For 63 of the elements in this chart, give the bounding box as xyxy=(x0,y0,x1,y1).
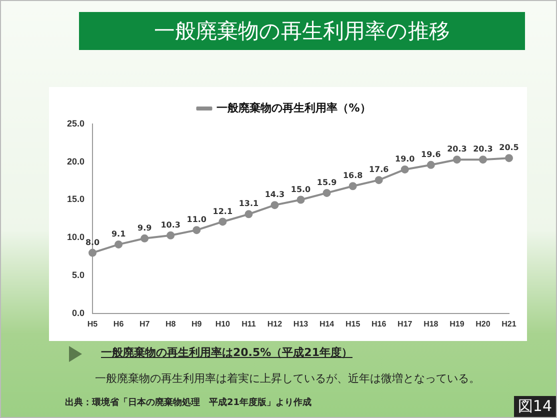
y-tick-label: 15.0 xyxy=(66,194,85,204)
y-tick-label: 5.0 xyxy=(72,270,85,280)
x-tick-label: H5 xyxy=(87,319,98,328)
x-tick-label: H15 xyxy=(345,319,361,328)
y-tick-label: 25.0 xyxy=(66,118,85,128)
data-label: 17.6 xyxy=(368,165,390,174)
x-tick-label: H6 xyxy=(113,319,124,328)
x-tick-label: H9 xyxy=(192,319,202,328)
point xyxy=(400,165,409,174)
data-label: 9.1 xyxy=(111,230,126,239)
data-label: 14.3 xyxy=(264,190,285,200)
x-tick-label: H10 xyxy=(215,319,231,328)
point xyxy=(478,156,487,164)
point xyxy=(452,156,461,164)
data-label: 20.5 xyxy=(499,143,520,152)
point xyxy=(322,188,331,197)
data-label: 12.1 xyxy=(212,206,233,216)
y-tick-label: 0.0 xyxy=(72,308,85,318)
legend-label: 一般廃棄物の再生利用率（%） xyxy=(216,101,371,114)
point xyxy=(218,218,227,226)
point xyxy=(140,234,149,242)
x-tick-label: H13 xyxy=(293,319,309,328)
chart-title: 一般廃棄物の再生利用率の推移 xyxy=(79,12,525,50)
data-label: 15.9 xyxy=(316,178,338,188)
x-tick-label: H12 xyxy=(267,319,283,328)
data-label: 10.3 xyxy=(160,220,180,230)
data-label: 8.0 xyxy=(85,238,100,247)
x-tick-label: H18 xyxy=(424,319,439,328)
data-label: 15.0 xyxy=(290,184,312,194)
point xyxy=(166,231,175,240)
source-note: 出典：環境省「日本の廃棄物処理 平成21年度版」より作成 xyxy=(65,396,312,409)
point xyxy=(192,226,201,234)
x-tick-label: H17 xyxy=(398,319,413,328)
x-tick-label: H11 xyxy=(242,319,256,328)
data-label: 9.9 xyxy=(137,223,152,232)
data-label: 20.3 xyxy=(473,144,493,154)
data-label: 13.1 xyxy=(238,199,259,208)
data-label: 20.3 xyxy=(447,144,467,154)
x-tick-label: H16 xyxy=(372,319,387,328)
point xyxy=(505,154,513,162)
data-label: 11.0 xyxy=(186,215,207,224)
point xyxy=(88,248,97,257)
point xyxy=(296,196,305,204)
data-label: 16.8 xyxy=(342,171,364,180)
data-label: 19.0 xyxy=(395,154,416,164)
x-tick-label: H8 xyxy=(165,319,176,328)
point xyxy=(374,176,383,184)
x-tick-label: H21 xyxy=(502,319,517,328)
text: 一般廃棄物の再生利用率は着実に上昇しているが、近年は微増となっている。 xyxy=(95,371,480,386)
data-label: 19.6 xyxy=(421,150,442,159)
x-tick-label: H20 xyxy=(476,319,491,328)
point xyxy=(114,240,123,248)
point xyxy=(270,201,279,210)
x-tick-label: H19 xyxy=(450,319,465,328)
point xyxy=(426,160,435,169)
x-tick-label: H14 xyxy=(319,319,335,328)
x-tick-label: H7 xyxy=(139,319,150,328)
point xyxy=(244,210,253,218)
y-tick-label: 20.0 xyxy=(66,156,85,166)
point xyxy=(348,182,357,190)
y-tick-label: 10.0 xyxy=(66,232,85,242)
text: 一般廃棄物の再生利用率は20.5%（平成21年度） xyxy=(101,345,352,360)
caption: 図14 xyxy=(514,396,556,417)
